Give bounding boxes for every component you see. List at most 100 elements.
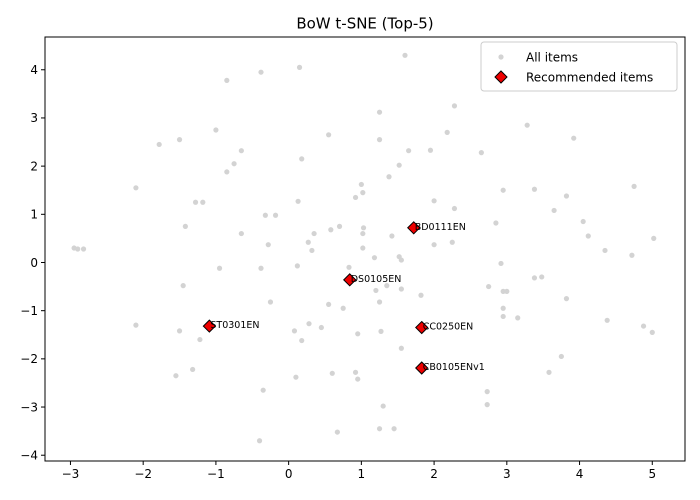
y-tick-label: −2	[20, 352, 38, 366]
scatter-point-all-items	[213, 127, 219, 133]
scatter-point-all-items	[524, 122, 530, 128]
y-tick-label: −1	[20, 304, 38, 318]
scatter-point-all-items	[224, 169, 230, 175]
scatter-point-all-items	[293, 374, 299, 380]
scatter-point-all-items	[358, 181, 364, 188]
scatter-point-all-items	[190, 366, 196, 373]
scatter-point-all-items	[376, 299, 383, 305]
scatter-point-all-items	[431, 198, 437, 204]
scatter-point-all-items	[402, 52, 408, 58]
scatter-point-all-items	[418, 292, 424, 298]
scatter-point-all-items	[173, 373, 179, 379]
scatter-point-all-items	[563, 296, 570, 302]
scatter-point-all-items	[651, 235, 657, 241]
scatter-point-all-items	[649, 329, 655, 335]
scatter-point-all-items	[484, 389, 490, 395]
scatter-point-all-items	[571, 135, 577, 141]
scatter-point-all-items	[604, 317, 610, 323]
legend-marker-all-items	[498, 54, 504, 60]
scatter-point-all-items	[500, 187, 506, 193]
scatter-point-all-items	[504, 288, 510, 294]
scatter-point-all-items	[299, 337, 305, 344]
scatter-point-recommended	[343, 273, 357, 287]
scatter-point-all-items	[334, 429, 340, 435]
scatter-point-all-items	[182, 223, 188, 229]
scatter-point-all-items	[629, 252, 635, 258]
scatter-point-all-items	[360, 225, 367, 231]
scatter-point-all-items	[451, 205, 458, 212]
scatter-point-all-items	[256, 438, 263, 444]
scatter-point-all-items	[265, 242, 271, 248]
scatter-point-recommended	[407, 221, 421, 235]
scatter-point-all-items	[360, 230, 366, 237]
scatter-point-all-items	[133, 185, 139, 191]
scatter-point-all-items	[352, 194, 359, 201]
scatter-point-all-items	[371, 255, 378, 261]
scatter-point-all-items	[326, 132, 332, 138]
scatter-point-all-items	[546, 369, 552, 375]
x-tick-label: −1	[207, 467, 225, 481]
scatter-point-all-items	[580, 218, 586, 225]
scatter-point-all-items	[376, 426, 383, 432]
scatter-point-all-items	[340, 305, 346, 311]
scatter-point-all-items	[478, 150, 484, 156]
point-label: BD0111EN	[415, 222, 466, 233]
scatter-point-all-items	[231, 161, 237, 167]
scatter-point-all-items	[306, 321, 312, 327]
scatter-point-all-items	[493, 220, 499, 226]
scatter-point-all-items	[449, 239, 455, 245]
scatter-point-all-items	[309, 247, 315, 254]
scatter-point-all-items	[380, 403, 386, 409]
x-tick-label: 2	[430, 467, 438, 481]
scatter-point-all-items	[336, 223, 343, 229]
scatter-point-all-items	[563, 193, 570, 199]
scatter-point-all-items	[500, 305, 506, 311]
scatter-point-all-items	[384, 283, 390, 289]
scatter-point-all-items	[180, 283, 186, 289]
scatter-point-all-items	[551, 207, 557, 214]
scatter-point-all-items	[360, 245, 366, 251]
scatter-point-all-items	[386, 174, 392, 180]
scatter-point-all-items	[531, 186, 538, 192]
x-tick-label: 0	[285, 467, 293, 481]
y-tick-label: −3	[20, 400, 38, 414]
scatter-point-all-items	[376, 109, 383, 115]
point-label: ST0301EN	[210, 320, 259, 331]
plot-frame	[44, 36, 686, 462]
scatter-point-all-items	[294, 263, 300, 269]
y-tick-label: −4	[20, 449, 38, 463]
scatter-point-all-items	[539, 274, 545, 280]
scatter-point-all-items	[515, 315, 521, 321]
scatter-point-all-items	[216, 265, 223, 271]
x-tick-label: 4	[576, 467, 584, 481]
scatter-point-all-items	[197, 336, 203, 343]
scatter-point-recommended	[202, 319, 217, 333]
scatter-point-all-items	[352, 369, 359, 375]
scatter-point-all-items	[200, 199, 206, 205]
scatter-point-all-items	[326, 301, 332, 308]
scatter-point-all-items	[156, 141, 162, 148]
scatter-point-all-items	[262, 212, 268, 218]
scatter-point-all-items	[258, 265, 264, 271]
scatter-point-all-items	[346, 264, 352, 270]
scatter-point-all-items	[360, 190, 366, 196]
axes-layer: −3 −2 −1 0 1 2 3 4 5 −4 −3 −2 −1 0 1 2 3 4	[20, 63, 656, 481]
scatter-point-all-items	[238, 148, 244, 154]
scatter-point-all-items	[431, 242, 437, 248]
scatter-point-all-items	[329, 370, 335, 376]
scatter-point-all-items	[389, 233, 395, 239]
scatter-point-recommended	[415, 320, 429, 335]
scatter-point-all-items	[299, 156, 305, 162]
scatter-point-all-items	[558, 353, 564, 360]
scatter-point-all-items	[318, 324, 324, 331]
legend: All items Recommended items	[480, 41, 678, 92]
scatter-point-all-items	[75, 246, 81, 252]
scatter-point-all-items	[398, 257, 404, 263]
x-tick-label: 3	[503, 467, 511, 481]
scatter-point-all-items	[328, 227, 334, 233]
scatter-point-all-items	[391, 426, 397, 432]
scatter-point-all-items	[640, 323, 647, 329]
scatter-point-all-items	[585, 233, 591, 239]
point-label: CC0250EN	[423, 322, 474, 333]
